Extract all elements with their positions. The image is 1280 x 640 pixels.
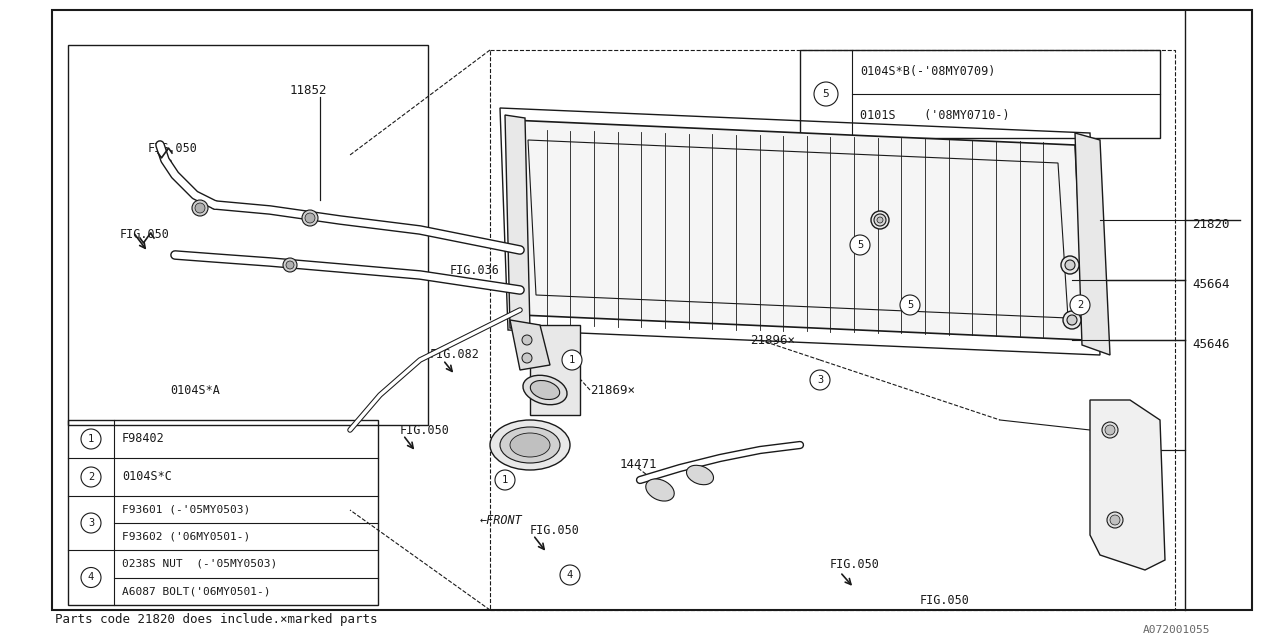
Text: A6087 BOLT('06MY0501-): A6087 BOLT('06MY0501-) (122, 586, 270, 596)
Circle shape (1107, 512, 1123, 528)
Text: Parts code 21820 does include.×marked parts: Parts code 21820 does include.×marked pa… (55, 614, 378, 627)
Text: 0238S NUT  (-'05MY0503): 0238S NUT (-'05MY0503) (122, 559, 278, 569)
Text: 21820: 21820 (1192, 218, 1230, 230)
Text: A072001055: A072001055 (1143, 625, 1210, 635)
Circle shape (285, 261, 294, 269)
Circle shape (877, 217, 883, 223)
Text: FIG.050: FIG.050 (920, 593, 970, 607)
Circle shape (900, 295, 920, 315)
Bar (68, 45, 428, 425)
Circle shape (522, 335, 532, 345)
Text: FIG.050: FIG.050 (120, 228, 170, 241)
Text: 0104S*A: 0104S*A (170, 383, 220, 397)
Text: 2: 2 (88, 472, 95, 482)
Text: 0101S    ('08MY0710-): 0101S ('08MY0710-) (860, 109, 1010, 122)
Circle shape (192, 200, 207, 216)
Circle shape (81, 568, 101, 588)
Text: FIG.036: FIG.036 (451, 264, 500, 276)
Text: 1: 1 (502, 475, 508, 485)
Ellipse shape (686, 465, 713, 484)
Text: 0104S*B(-'08MY0709): 0104S*B(-'08MY0709) (860, 65, 996, 79)
Ellipse shape (530, 380, 559, 399)
Text: 0104S*C: 0104S*C (122, 470, 172, 483)
Circle shape (195, 203, 205, 213)
Circle shape (850, 235, 870, 255)
Circle shape (1062, 311, 1082, 329)
Text: FIG.050: FIG.050 (530, 524, 580, 536)
Text: 14471: 14471 (620, 458, 658, 472)
Circle shape (562, 350, 582, 370)
Circle shape (1068, 315, 1076, 325)
Circle shape (305, 213, 315, 223)
Text: FIG.050: FIG.050 (399, 424, 449, 436)
Polygon shape (509, 120, 1085, 340)
Text: 21896×: 21896× (750, 333, 795, 346)
Text: 3: 3 (88, 518, 95, 528)
Text: 21869×: 21869× (590, 383, 635, 397)
Text: 4: 4 (567, 570, 573, 580)
Circle shape (1105, 425, 1115, 435)
Circle shape (1070, 295, 1091, 315)
Circle shape (302, 210, 317, 226)
Circle shape (814, 82, 838, 106)
Circle shape (495, 470, 515, 490)
Text: F98402: F98402 (122, 433, 165, 445)
Text: 4: 4 (88, 573, 95, 582)
Polygon shape (509, 320, 550, 370)
Text: FIG.082: FIG.082 (430, 349, 480, 362)
Text: 5: 5 (823, 89, 829, 99)
Ellipse shape (500, 427, 561, 463)
Text: F93602 ('06MY0501-): F93602 ('06MY0501-) (122, 531, 251, 541)
Circle shape (874, 214, 886, 226)
Text: 21885: 21885 (1120, 458, 1157, 472)
Ellipse shape (490, 420, 570, 470)
Polygon shape (1091, 400, 1165, 570)
Text: 1: 1 (568, 355, 575, 365)
Circle shape (561, 565, 580, 585)
Circle shape (1110, 515, 1120, 525)
Text: 45646: 45646 (1192, 337, 1230, 351)
Bar (800, 50, 1160, 138)
Circle shape (81, 513, 101, 533)
Circle shape (1061, 256, 1079, 274)
Text: 11852: 11852 (291, 83, 328, 97)
Ellipse shape (524, 375, 567, 404)
Circle shape (81, 467, 101, 487)
Bar (68, 420, 378, 605)
Text: FIG.050: FIG.050 (829, 559, 879, 572)
Ellipse shape (646, 479, 675, 501)
Text: 1: 1 (88, 434, 95, 444)
Text: 3: 3 (817, 375, 823, 385)
Circle shape (283, 258, 297, 272)
Text: 5: 5 (906, 300, 913, 310)
Text: F93601 (-'05MY0503): F93601 (-'05MY0503) (122, 504, 251, 515)
Circle shape (522, 353, 532, 363)
Text: 5: 5 (856, 240, 863, 250)
Text: 2: 2 (1076, 300, 1083, 310)
Circle shape (810, 370, 829, 390)
Polygon shape (506, 115, 530, 330)
Circle shape (1065, 260, 1075, 270)
Text: FIG.050: FIG.050 (148, 141, 198, 154)
Circle shape (870, 211, 890, 229)
Circle shape (81, 429, 101, 449)
Text: 45664: 45664 (1192, 278, 1230, 291)
Polygon shape (1075, 133, 1110, 355)
Text: ←FRONT: ←FRONT (480, 513, 522, 527)
Circle shape (1102, 422, 1117, 438)
Ellipse shape (509, 433, 550, 457)
Polygon shape (530, 325, 580, 415)
